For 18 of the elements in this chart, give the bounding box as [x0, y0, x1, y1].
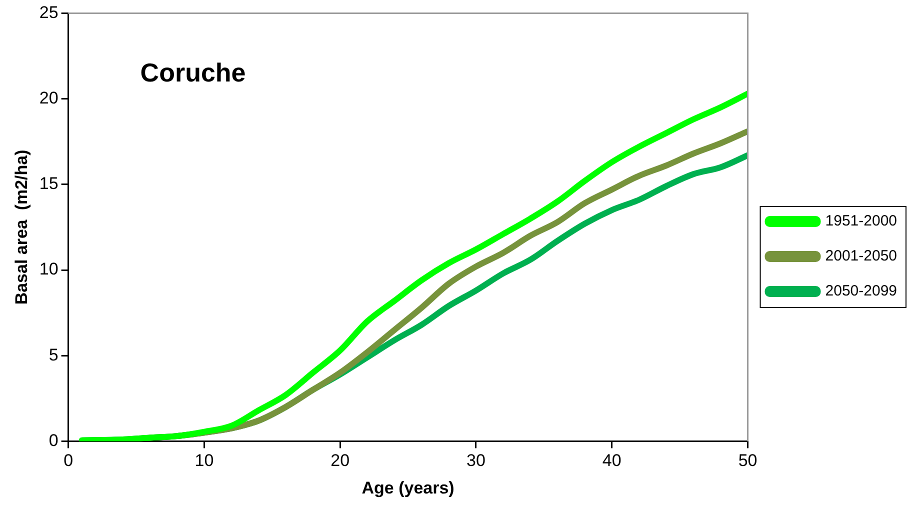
y-tick-label: 5 — [48, 345, 58, 364]
y-tick-label: 0 — [48, 430, 58, 450]
y-tick-label: 10 — [39, 260, 58, 279]
x-axis-title: Age (years) — [362, 478, 454, 498]
y-axis-title: Basal area (m2/ha) — [12, 150, 31, 305]
legend-label: 1951-2000 — [825, 212, 897, 230]
x-tick-label: 10 — [194, 451, 214, 470]
legend-label: 2001-2050 — [825, 248, 897, 265]
x-tick-label: 20 — [330, 451, 350, 470]
y-tick-label: 20 — [39, 88, 58, 108]
text: Coruche — [140, 57, 246, 88]
x-tick-label: 40 — [602, 451, 622, 470]
x-tick-label: 30 — [466, 451, 486, 470]
x-tick-label: 0 — [64, 451, 74, 470]
y-tick-label: 25 — [39, 2, 58, 22]
x-tick-label: 50 — [738, 451, 758, 470]
y-tick-label: 15 — [39, 174, 58, 194]
legend-label: 2050-2099 — [825, 282, 897, 300]
